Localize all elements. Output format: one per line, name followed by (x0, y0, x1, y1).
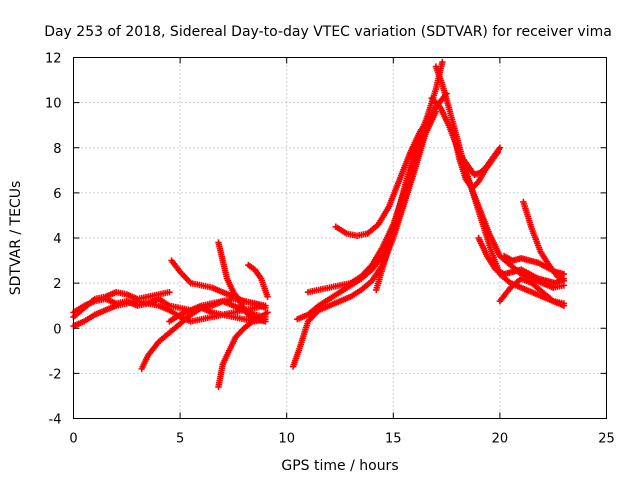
y-tick-label: 2 (53, 277, 61, 292)
data-point (496, 144, 504, 151)
data-points (70, 58, 568, 391)
series-arc8 (215, 309, 271, 391)
series-arc9 (245, 261, 271, 300)
series-arc18 (458, 144, 504, 179)
y-tick-label: 4 (53, 232, 61, 247)
grid-lines (73, 57, 607, 419)
data-point (560, 270, 568, 278)
chart-title: Day 253 of 2018, Sidereal Day-to-day VTE… (44, 24, 612, 40)
y-tick-label: 10 (45, 97, 62, 112)
data-point (264, 293, 271, 300)
x-axis-label: GPS time / hours (281, 458, 398, 474)
y-tick-label: 12 (45, 52, 62, 67)
plot-frame (73, 57, 607, 419)
x-tick-label: 15 (385, 432, 402, 447)
x-tick-label: 10 (278, 432, 295, 447)
data-point (560, 277, 568, 285)
data-point (439, 58, 446, 66)
y-tick-label: 8 (53, 142, 61, 157)
axis-ticks (73, 57, 607, 419)
y-tick-label: 6 (53, 187, 61, 202)
y-tick-label: -2 (49, 367, 62, 382)
series-arc19 (475, 234, 568, 287)
series-arc22 (496, 275, 568, 309)
data-point (262, 318, 269, 325)
data-point (166, 288, 173, 296)
x-tick-label: 0 (69, 432, 77, 447)
data-point (264, 309, 271, 316)
x-tick-labels: 0 5 10 15 20 25 (69, 432, 614, 447)
y-tick-label: 0 (53, 322, 61, 337)
series-arc3 (70, 288, 173, 321)
x-tick-label: 25 (598, 432, 615, 447)
series-arc10 (289, 131, 429, 370)
y-tick-labels: -4 -2 0 2 4 6 8 10 12 (45, 52, 62, 428)
data-point (262, 302, 269, 309)
series-arc6 (138, 295, 269, 373)
series-arc14 (373, 58, 446, 294)
x-tick-label: 20 (492, 432, 509, 447)
data-point (560, 302, 568, 309)
y-tick-label: -4 (49, 413, 62, 428)
x-tick-label: 5 (176, 432, 184, 447)
y-axis-label: SDTVAR / TECUs (8, 181, 24, 296)
series-arc21 (520, 198, 568, 285)
